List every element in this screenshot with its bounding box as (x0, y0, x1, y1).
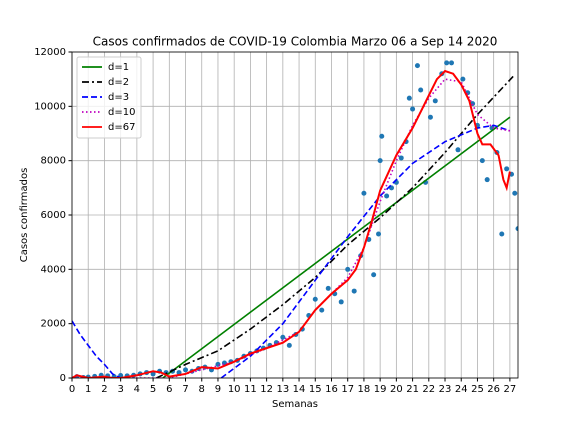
x-tick-label: 14 (293, 384, 306, 395)
x-tick-label: 7 (182, 384, 188, 395)
fit-line (72, 124, 511, 378)
x-tick-label: 13 (276, 384, 289, 395)
legend: d=1 d=2 d=3 d=10 d=67 (76, 56, 142, 139)
x-tick-label: 1 (85, 384, 91, 395)
x-tick-label: 15 (309, 384, 322, 395)
data-point (379, 133, 385, 139)
data-point (418, 87, 424, 93)
x-tick-label: 6 (166, 384, 172, 395)
data-point (286, 342, 292, 348)
data-point (338, 299, 344, 305)
y-tick-label: 8000 (41, 156, 66, 167)
x-tick-label: 25 (471, 384, 484, 395)
data-point (414, 63, 420, 69)
x-tick-label: 16 (325, 384, 338, 395)
data-point (432, 98, 438, 104)
x-tick-label: 5 (150, 384, 156, 395)
data-point (427, 114, 433, 120)
data-point (377, 158, 383, 164)
x-tick-label: 17 (341, 384, 354, 395)
y-axis-label: Casos confirmados (19, 168, 30, 263)
data-point (479, 158, 485, 164)
data-point (484, 177, 490, 183)
data-point (345, 266, 351, 272)
legend-box (76, 56, 142, 139)
y-tick-label: 4000 (41, 264, 66, 275)
data-point (280, 334, 286, 340)
data-point (319, 307, 325, 313)
y-tick-label: 2000 (41, 319, 66, 330)
y-tick-label: 0 (60, 373, 66, 384)
data-point (406, 95, 412, 101)
x-tick-label: 27 (504, 384, 517, 395)
data-point (499, 231, 505, 237)
x-tick-label: 24 (455, 384, 468, 395)
x-tick-label: 3 (117, 384, 123, 395)
x-tick-label: 22 (422, 384, 435, 395)
legend-label: d=1 (108, 62, 129, 73)
data-point (455, 147, 461, 153)
data-point (361, 190, 367, 196)
data-point (150, 371, 156, 377)
plot-frame (71, 51, 519, 379)
x-tick-label: 26 (487, 384, 500, 395)
data-point (515, 226, 518, 232)
y-tick-label: 6000 (41, 210, 66, 221)
data-point (410, 106, 416, 112)
data-point (312, 296, 318, 302)
x-tick-label: 23 (439, 384, 452, 395)
x-tick-label: 18 (358, 384, 371, 395)
x-tick-label: 10 (228, 384, 241, 395)
x-tick-label: 21 (406, 384, 419, 395)
fit-line (72, 69, 511, 378)
data-point (325, 285, 331, 291)
data-point (371, 272, 377, 278)
y-tick-label: 12000 (34, 47, 66, 58)
legend-label: d=2 (108, 77, 129, 88)
legend-label: d=3 (108, 92, 129, 103)
data-point (398, 155, 404, 161)
data-point (444, 60, 450, 66)
fit-line (162, 116, 511, 378)
data-point (449, 60, 455, 66)
x-tick-label: 19 (374, 384, 387, 395)
plot-area (72, 60, 518, 378)
x-tick-label: 11 (244, 384, 257, 395)
data-point (351, 288, 357, 294)
x-tick-label: 12 (260, 384, 273, 395)
data-point (384, 193, 390, 199)
x-tick-label: 2 (101, 384, 107, 395)
data-point (376, 231, 382, 237)
data-point (512, 190, 518, 196)
x-axis-label: Semanas (272, 399, 318, 410)
x-tick-label: 4 (134, 384, 140, 395)
data-point (504, 166, 510, 172)
data-point (183, 367, 189, 373)
legend-label: d=67 (108, 122, 135, 133)
x-tick-label: 0 (69, 384, 75, 395)
x-tick-label: 20 (390, 384, 403, 395)
fit-line (155, 75, 514, 378)
x-tick-label: 9 (215, 384, 221, 395)
chart-title: Casos confirmados de COVID-19 Colombia M… (93, 35, 498, 49)
data-point (215, 361, 221, 367)
x-tick-label: 8 (199, 384, 205, 395)
data-point (460, 76, 466, 82)
y-tick-label: 10000 (34, 101, 66, 112)
legend-label: d=10 (108, 107, 135, 118)
